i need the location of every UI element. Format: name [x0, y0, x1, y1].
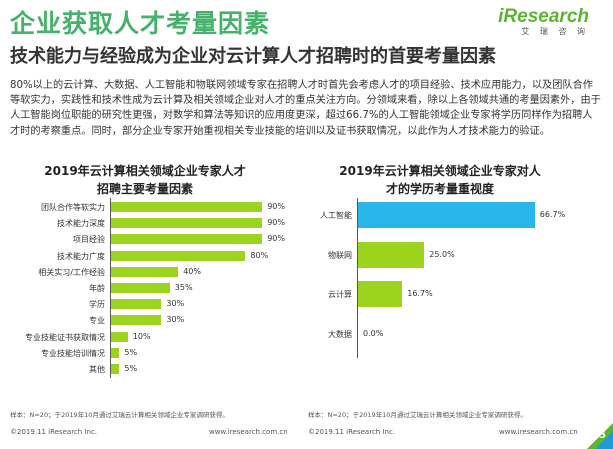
chart1-bar	[111, 364, 120, 374]
chart2-title: 2019年云计算相关领域企业专家对人 才的学历考量重视度	[320, 162, 560, 198]
chart1-bar	[111, 299, 162, 310]
chart1-factors-bar-chart: 团队合作等软实力 90% 技术能力深度 90% 项目经验 90% 技术能力广度 80% 相关实习…	[0, 198, 300, 383]
chart1-bar	[111, 331, 128, 342]
chart1-value-label: 5%	[124, 364, 138, 373]
chart1-category-label: 团队合作等软实力	[41, 203, 105, 212]
chart2-category-label: 大数据	[328, 329, 352, 339]
chart1-bar	[111, 234, 263, 245]
chart1-bar	[111, 218, 263, 229]
footer-right-url: www.iresearch.com.cn	[499, 428, 578, 436]
chart1-value-label: 80%	[250, 250, 269, 260]
chart2-category-label: 云计算	[328, 290, 352, 299]
chart1-bar	[111, 250, 246, 261]
footer-left-url: www.iresearch.com.cn	[209, 428, 288, 436]
chart1-category-label: 技术能力深度	[57, 219, 105, 229]
chart2-education-bar-chart: 人工智能 66.7% 物联网 25.0% 云计算 16.7% 大数据 0.0%	[300, 198, 613, 383]
chart1-value-label: 5%	[124, 347, 138, 357]
chart2-value-label: 66.7%	[539, 210, 566, 219]
chart1-value-label: 90%	[267, 218, 285, 228]
chart2-value-label: 0.0%	[363, 328, 384, 338]
chart1-bar	[111, 347, 120, 358]
corner-decoration-icon	[587, 423, 613, 449]
chart1-category-label: 相关实习/工作经验	[38, 267, 105, 277]
chart1-title: 2019年云计算相关领域企业专家人才 招聘主要考量因素	[30, 162, 260, 198]
chart1-title-line1: 2019年云计算相关领域企业专家人才	[44, 164, 246, 178]
footer-left-copyright: ©2019.11 iResearch Inc.	[10, 428, 98, 436]
chart1-title-line2: 招聘主要考量因素	[96, 182, 193, 196]
logo-cn-text: 艾 瑞 咨 询	[521, 27, 589, 36]
chart2-category-label: 人工智能	[320, 211, 352, 220]
iresearch-logo: iResearch 艾 瑞 咨 询	[498, 6, 589, 37]
chart1-value-label: 30%	[166, 299, 185, 309]
chart1-category-label: 专业技能证书获取情况	[25, 332, 105, 342]
chart1-value-label: 10%	[132, 331, 151, 341]
chart1-category-label: 其他	[89, 365, 105, 374]
chart1-category-label: 年龄	[89, 284, 105, 293]
chart1-category-label: 项目经验	[73, 235, 105, 245]
summary-paragraph: 80%以上的云计算、大数据、人工智能和物联网领域专家在招聘人才时首先会考虑人才的…	[10, 80, 601, 137]
chart1-category-label: 学历	[89, 300, 105, 310]
chart2-title-line1: 2019年云计算相关领域企业专家对人	[339, 164, 541, 178]
chart2-bar	[358, 281, 403, 307]
page-subtitle: 技术能力与经验成为企业对云计算人才招聘时的首要考量因素	[10, 46, 496, 67]
page-number: 25	[592, 430, 606, 441]
footer-right-copyright: ©2019.11 iResearch Inc.	[308, 428, 396, 436]
chart1-bar	[111, 202, 263, 212]
chart1-source-note: 样本：N=20；于2019年10月通过艾瑞云计算相关领域企业专家调研获得。	[10, 411, 229, 419]
chart1-bar	[111, 266, 179, 277]
chart1-value-label: 40%	[183, 266, 201, 276]
chart1-value-label: 35%	[174, 283, 193, 292]
chart2-bar	[358, 202, 535, 228]
page-title: 企业获取人才考量因素	[10, 9, 271, 38]
chart2-value-label: 16.7%	[407, 289, 433, 298]
logo-text: iResearch	[498, 6, 589, 27]
chart2-y-axis	[357, 198, 358, 358]
chart2-value-label: 25.0%	[429, 249, 455, 259]
chart1-value-label: 30%	[166, 315, 185, 325]
chart1-value-label: 90%	[267, 234, 285, 244]
chart1-category-label: 专业	[89, 316, 105, 326]
chart2-title-line2: 才的学历考量重视度	[385, 182, 494, 196]
chart1-y-axis	[110, 198, 111, 379]
chart1-category-label: 技术能力广度	[57, 251, 105, 261]
chart1-category-label: 专业技能培训情况	[41, 348, 105, 358]
chart1-value-label: 90%	[267, 202, 285, 211]
chart2-category-label: 物联网	[328, 250, 352, 260]
chart1-bar	[111, 283, 170, 293]
chart1-bar	[111, 315, 162, 326]
chart2-source-note: 样本：N=20；于2019年10月通过艾瑞云计算相关领域企业专家调研获得。	[308, 411, 527, 419]
chart2-bar	[358, 241, 425, 268]
